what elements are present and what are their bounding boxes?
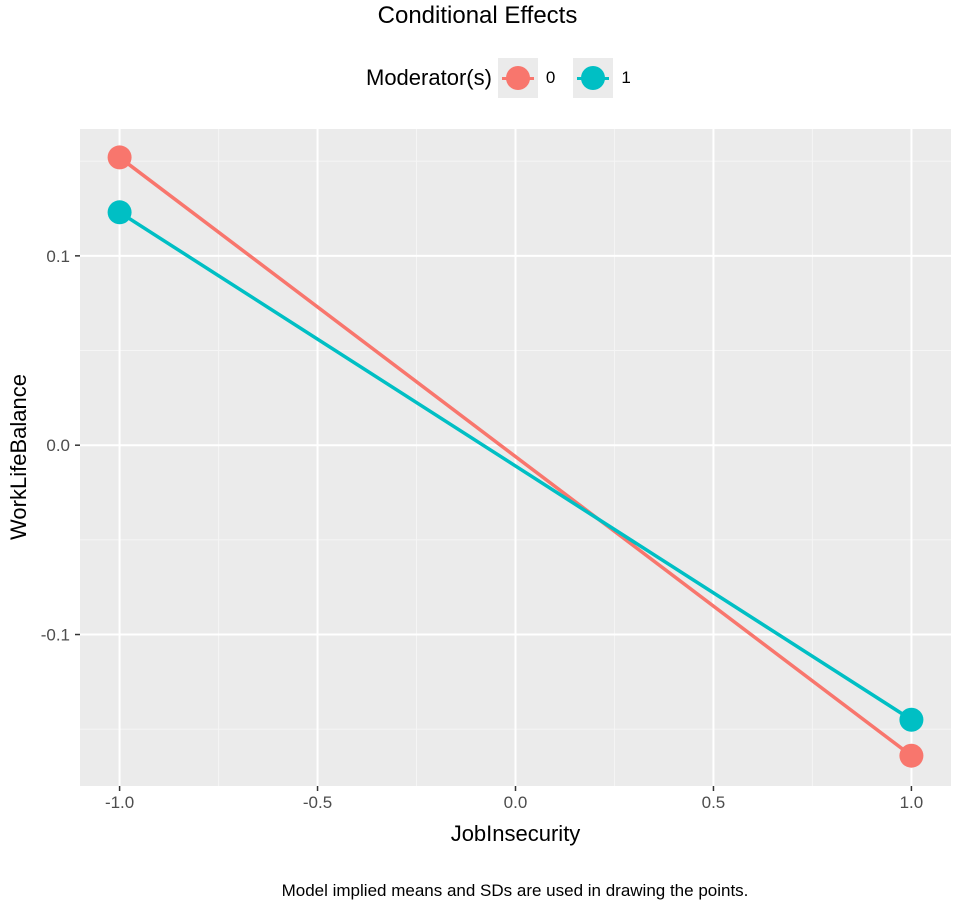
series-1-point-0 <box>107 200 132 225</box>
y-axis-title: WorkLifeBalance <box>6 374 31 540</box>
x-tick-label-4: 1.0 <box>900 793 924 812</box>
legend-key-dot-0 <box>505 66 530 90</box>
x-axis-title: JobInsecurity <box>450 821 581 846</box>
x-tick-label-1: -0.5 <box>303 793 332 812</box>
legend-label-series-0: 0 <box>545 68 556 87</box>
legend: Moderator(s) 0 1 <box>366 58 649 98</box>
x-tick-label-0: -1.0 <box>105 793 134 812</box>
series-1-point-1 <box>899 707 924 732</box>
chart-caption: Model implied means and SDs are used in … <box>281 881 749 900</box>
y-tick-label-1: 0.0 <box>46 436 70 455</box>
series-0-point-1 <box>899 743 924 768</box>
y-tick-label-0: -0.1 <box>41 626 70 645</box>
y-tick-label-2: 0.1 <box>46 247 70 266</box>
chart-title: Conditional Effects <box>377 2 578 29</box>
legend-label-series-1: 1 <box>621 68 631 87</box>
series-line-1 <box>118 210 913 722</box>
series-line-0 <box>118 156 913 758</box>
legend-title: Moderator(s) <box>366 65 492 90</box>
series-0-point-0 <box>107 145 132 170</box>
legend-key-series-1 <box>573 58 614 98</box>
legend-key-dot-1 <box>581 66 606 90</box>
x-tick-label-2: 0.0 <box>504 793 528 812</box>
legend-key-series-0 <box>497 58 538 98</box>
x-tick-label-3: 0.5 <box>702 793 726 812</box>
